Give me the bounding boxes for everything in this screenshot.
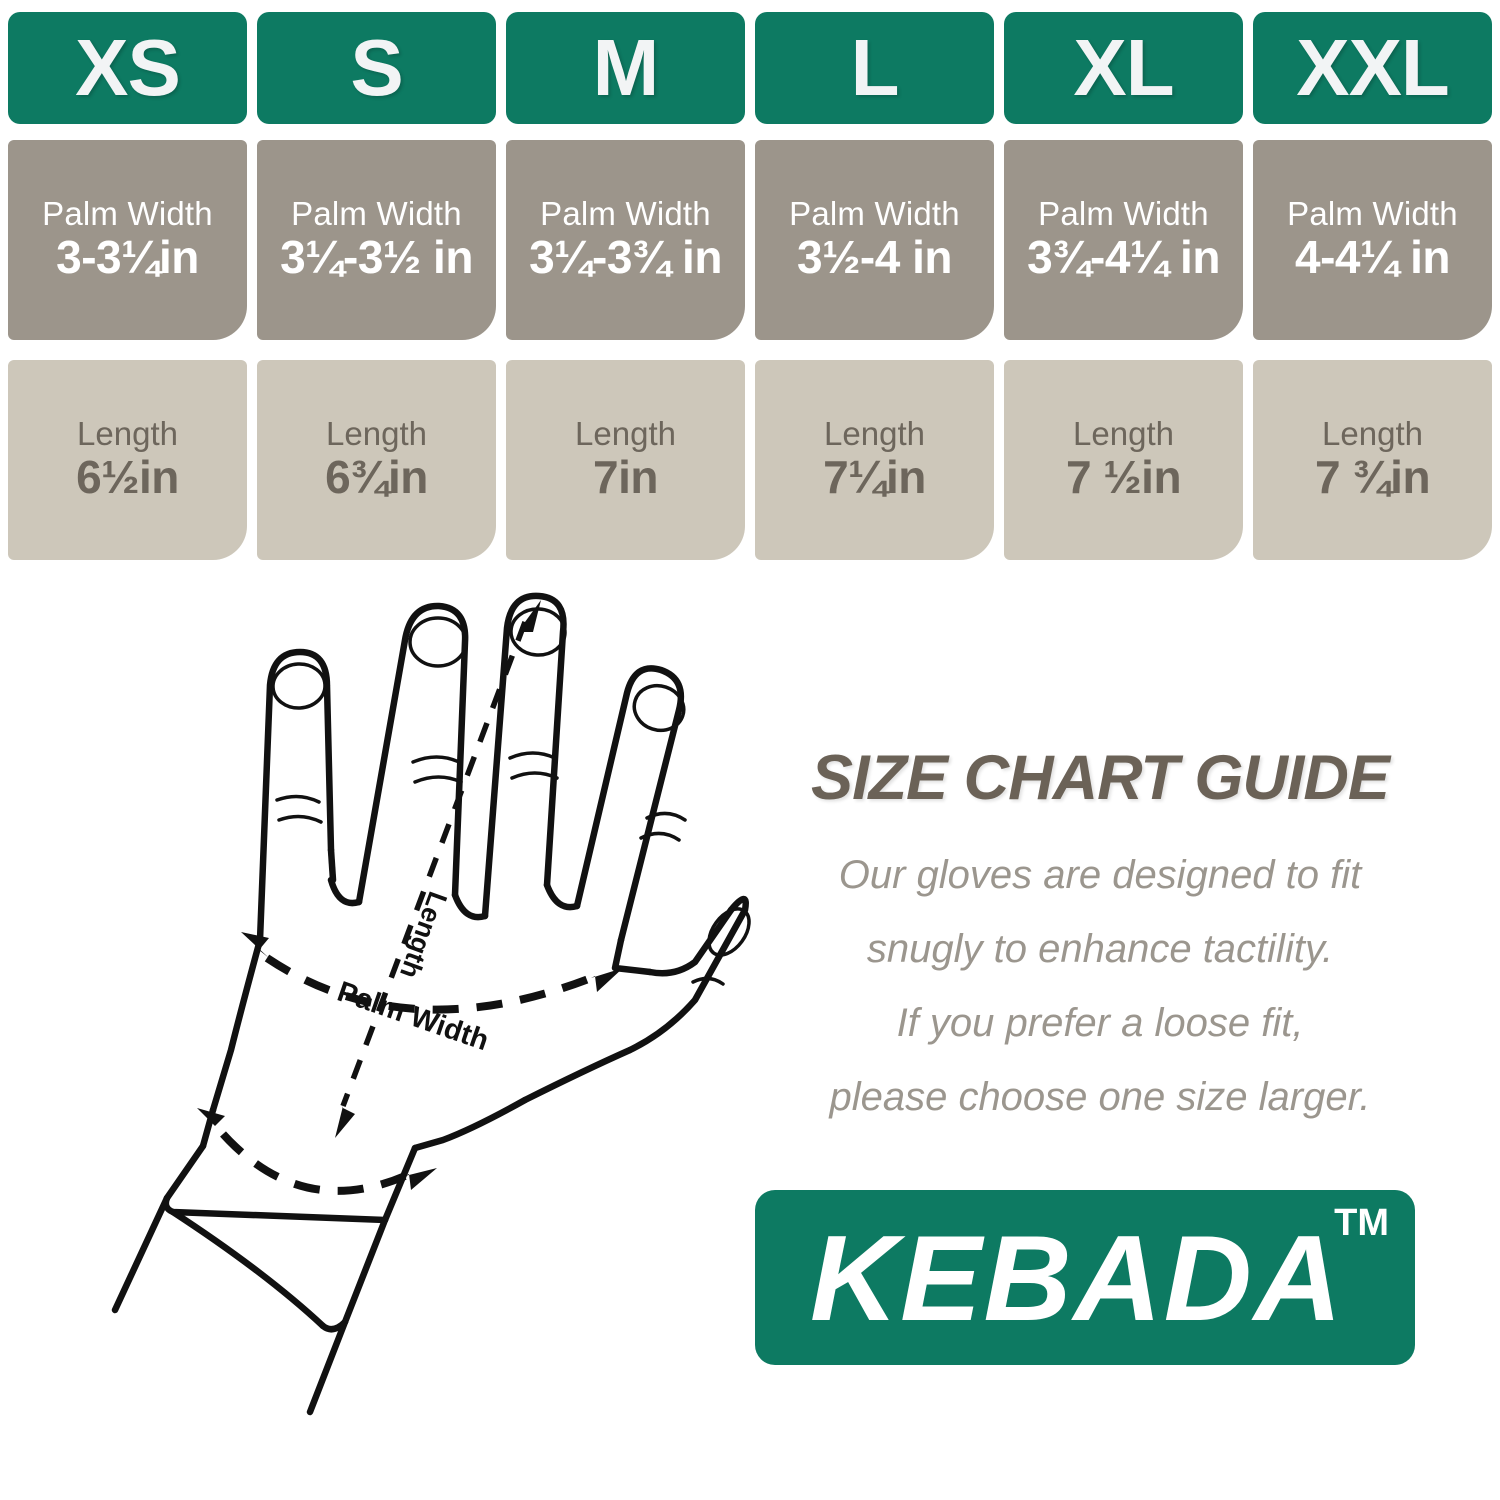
guide-title: SIZE CHART GUIDE (811, 743, 1390, 813)
palm-width-caption: Palm Width (42, 194, 213, 232)
size-column-xl: XL Palm Width 3¾-4¼ in Length 7 ½in (1004, 0, 1243, 575)
length-cell-s: Length 6¾in (257, 360, 496, 560)
length-value: 7 ½in (1065, 450, 1182, 503)
size-header-label: XS (75, 23, 181, 112)
guide-line-2: snugly to enhance tactility. (866, 927, 1334, 972)
length-cell-l: Length 7¼in (755, 360, 994, 560)
palm-width-value: 3-3¼in (56, 230, 199, 283)
length-caption: Length (824, 414, 925, 452)
length-caption: Length (326, 414, 427, 452)
length-cell-m: Length 7in (506, 360, 745, 560)
palm-width-diagram-label: Palm Width (333, 976, 492, 1058)
length-caption: Length (1322, 414, 1423, 452)
size-header-m: M (506, 12, 745, 124)
size-column-l: L Palm Width 3½-4 in Length 7¼in (755, 0, 994, 575)
size-column-xxl: XXL Palm Width 4-4¼ in Length 7 ¾in (1253, 0, 1492, 575)
palm-width-cell-xs: Palm Width 3-3¼in (8, 140, 247, 340)
hand-measurement-diagram: Palm Width Length (55, 580, 755, 1500)
palm-width-caption: Palm Width (540, 194, 711, 232)
palm-width-cell-xl: Palm Width 3¾-4¼ in (1004, 140, 1243, 340)
length-value: 6¾in (325, 450, 428, 503)
length-cell-xxl: Length 7 ¾in (1253, 360, 1492, 560)
hand-outline (111, 592, 749, 1416)
length-cell-xs: Length 6½in (8, 360, 247, 560)
length-diagram-label: Length (394, 888, 453, 983)
length-value: 7 ¾in (1314, 450, 1431, 503)
size-header-s: S (257, 12, 496, 124)
length-value: 6½in (76, 450, 179, 503)
size-header-xxl: XXL (1253, 12, 1492, 124)
size-header-label: XXL (1296, 23, 1450, 112)
brand-logo: KEBADA TM (755, 1190, 1415, 1365)
length-value: 7in (593, 450, 658, 503)
trademark-symbol: TM (1334, 1202, 1389, 1244)
palm-width-value: 3¾-4¼ in (1027, 230, 1220, 283)
palm-width-value: 3¼-3½ in (280, 230, 473, 283)
palm-width-cell-m: Palm Width 3¼-3¾ in (506, 140, 745, 340)
guide-line-3: If you prefer a loose fit, (896, 1001, 1304, 1046)
size-header-l: L (755, 12, 994, 124)
hand-diagram-svg: Palm Width Length (111, 592, 751, 1416)
palm-width-caption: Palm Width (789, 194, 960, 232)
palm-width-value: 3¼-3¾ in (529, 230, 722, 283)
palm-width-value: 4-4¼ in (1294, 230, 1451, 283)
size-column-m: M Palm Width 3¼-3¾ in Length 7in (506, 0, 745, 575)
palm-width-cell-xxl: Palm Width 4-4¼ in (1253, 140, 1492, 340)
palm-width-value: 3½-4 in (796, 230, 953, 283)
size-header-label: M (592, 23, 660, 112)
size-header-xs: XS (8, 12, 247, 124)
palm-width-cell-l: Palm Width 3½-4 in (755, 140, 994, 340)
wrist-measure (197, 1108, 437, 1195)
length-value: 7¼in (823, 450, 926, 503)
palm-width-cell-s: Palm Width 3¼-3½ in (257, 140, 496, 340)
size-header-label: S (350, 23, 403, 112)
guide-line-1: Our gloves are designed to fit (838, 853, 1362, 898)
size-header-xl: XL (1004, 12, 1243, 124)
length-caption: Length (575, 414, 676, 452)
size-column-xs: XS Palm Width 3-3¼in Length 6½in (8, 0, 247, 575)
length-caption: Length (1073, 414, 1174, 452)
guide-line-4: please choose one size larger. (829, 1075, 1371, 1120)
palm-width-caption: Palm Width (1038, 194, 1209, 232)
size-chart-guide-panel: SIZE CHART GUIDE Our gloves are designed… (735, 745, 1465, 1165)
knuckle-creases (275, 751, 725, 986)
length-cell-xl: Length 7 ½in (1004, 360, 1243, 560)
brand-wordmark: KEBADA (810, 1209, 1344, 1346)
fingernail-outlines (271, 607, 751, 957)
size-column-s: S Palm Width 3¼-3½ in Length 6¾in (257, 0, 496, 575)
palm-width-caption: Palm Width (291, 194, 462, 232)
size-header-label: XL (1073, 23, 1174, 112)
length-caption: Length (77, 414, 178, 452)
palm-width-caption: Palm Width (1287, 194, 1458, 232)
size-header-label: L (850, 23, 900, 112)
size-chart-table: XS Palm Width 3-3¼in Length 6½in S Palm … (0, 0, 1500, 575)
